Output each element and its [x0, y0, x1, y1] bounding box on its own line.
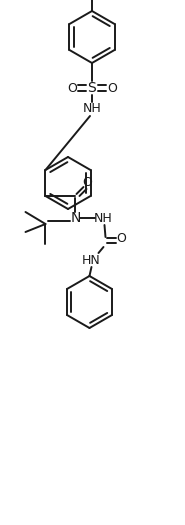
- Text: O: O: [83, 175, 92, 188]
- Text: O: O: [67, 81, 77, 94]
- Text: NH: NH: [83, 102, 101, 116]
- Text: O: O: [107, 81, 117, 94]
- Text: S: S: [88, 81, 96, 95]
- Text: N: N: [70, 211, 81, 225]
- Text: O: O: [117, 232, 126, 245]
- Text: HN: HN: [82, 254, 101, 267]
- Text: NH: NH: [94, 212, 113, 225]
